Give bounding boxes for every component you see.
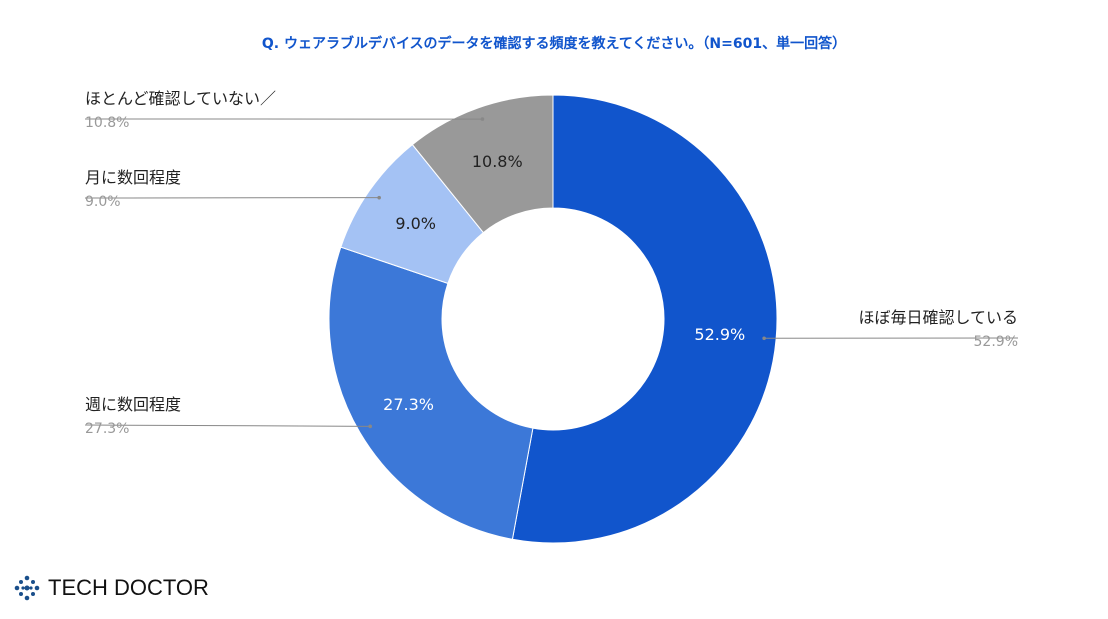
leader-dot-1: [368, 424, 372, 429]
slice-3: [411, 94, 554, 234]
percent-label-2: 9.0%: [85, 194, 121, 210]
logo-icon: [14, 575, 40, 601]
leader-line-1: [84, 424, 371, 427]
data-label-3: 10.8%: [472, 152, 523, 171]
data-label-1: 27.3%: [383, 395, 434, 414]
data-label-0: 52.9%: [694, 325, 745, 344]
percent-label-0: 52.9%: [974, 334, 1018, 350]
percent-label-1: 27.3%: [85, 421, 129, 437]
slice-0: [511, 94, 778, 544]
chart-title: Q. ウェアラブルデバイスのデータを確認する頻度を教えてください。（N=601、…: [261, 36, 847, 52]
logo-text: TECH DOCTOR: [48, 575, 209, 600]
percent-label-3: 10.8%: [85, 115, 129, 131]
data-label-2: 9.0%: [395, 214, 436, 233]
category-label-2: 月に数回程度: [85, 168, 181, 187]
category-label-1: 週に数回程度: [85, 395, 181, 414]
logo: TECH DOCTOR: [14, 575, 209, 601]
category-label-3: ほとんど確認していない／: [85, 89, 276, 108]
category-label-0: ほぼ毎日確認している: [858, 308, 1018, 327]
slice-1: [328, 246, 534, 540]
leader-dot-0: [762, 336, 766, 341]
